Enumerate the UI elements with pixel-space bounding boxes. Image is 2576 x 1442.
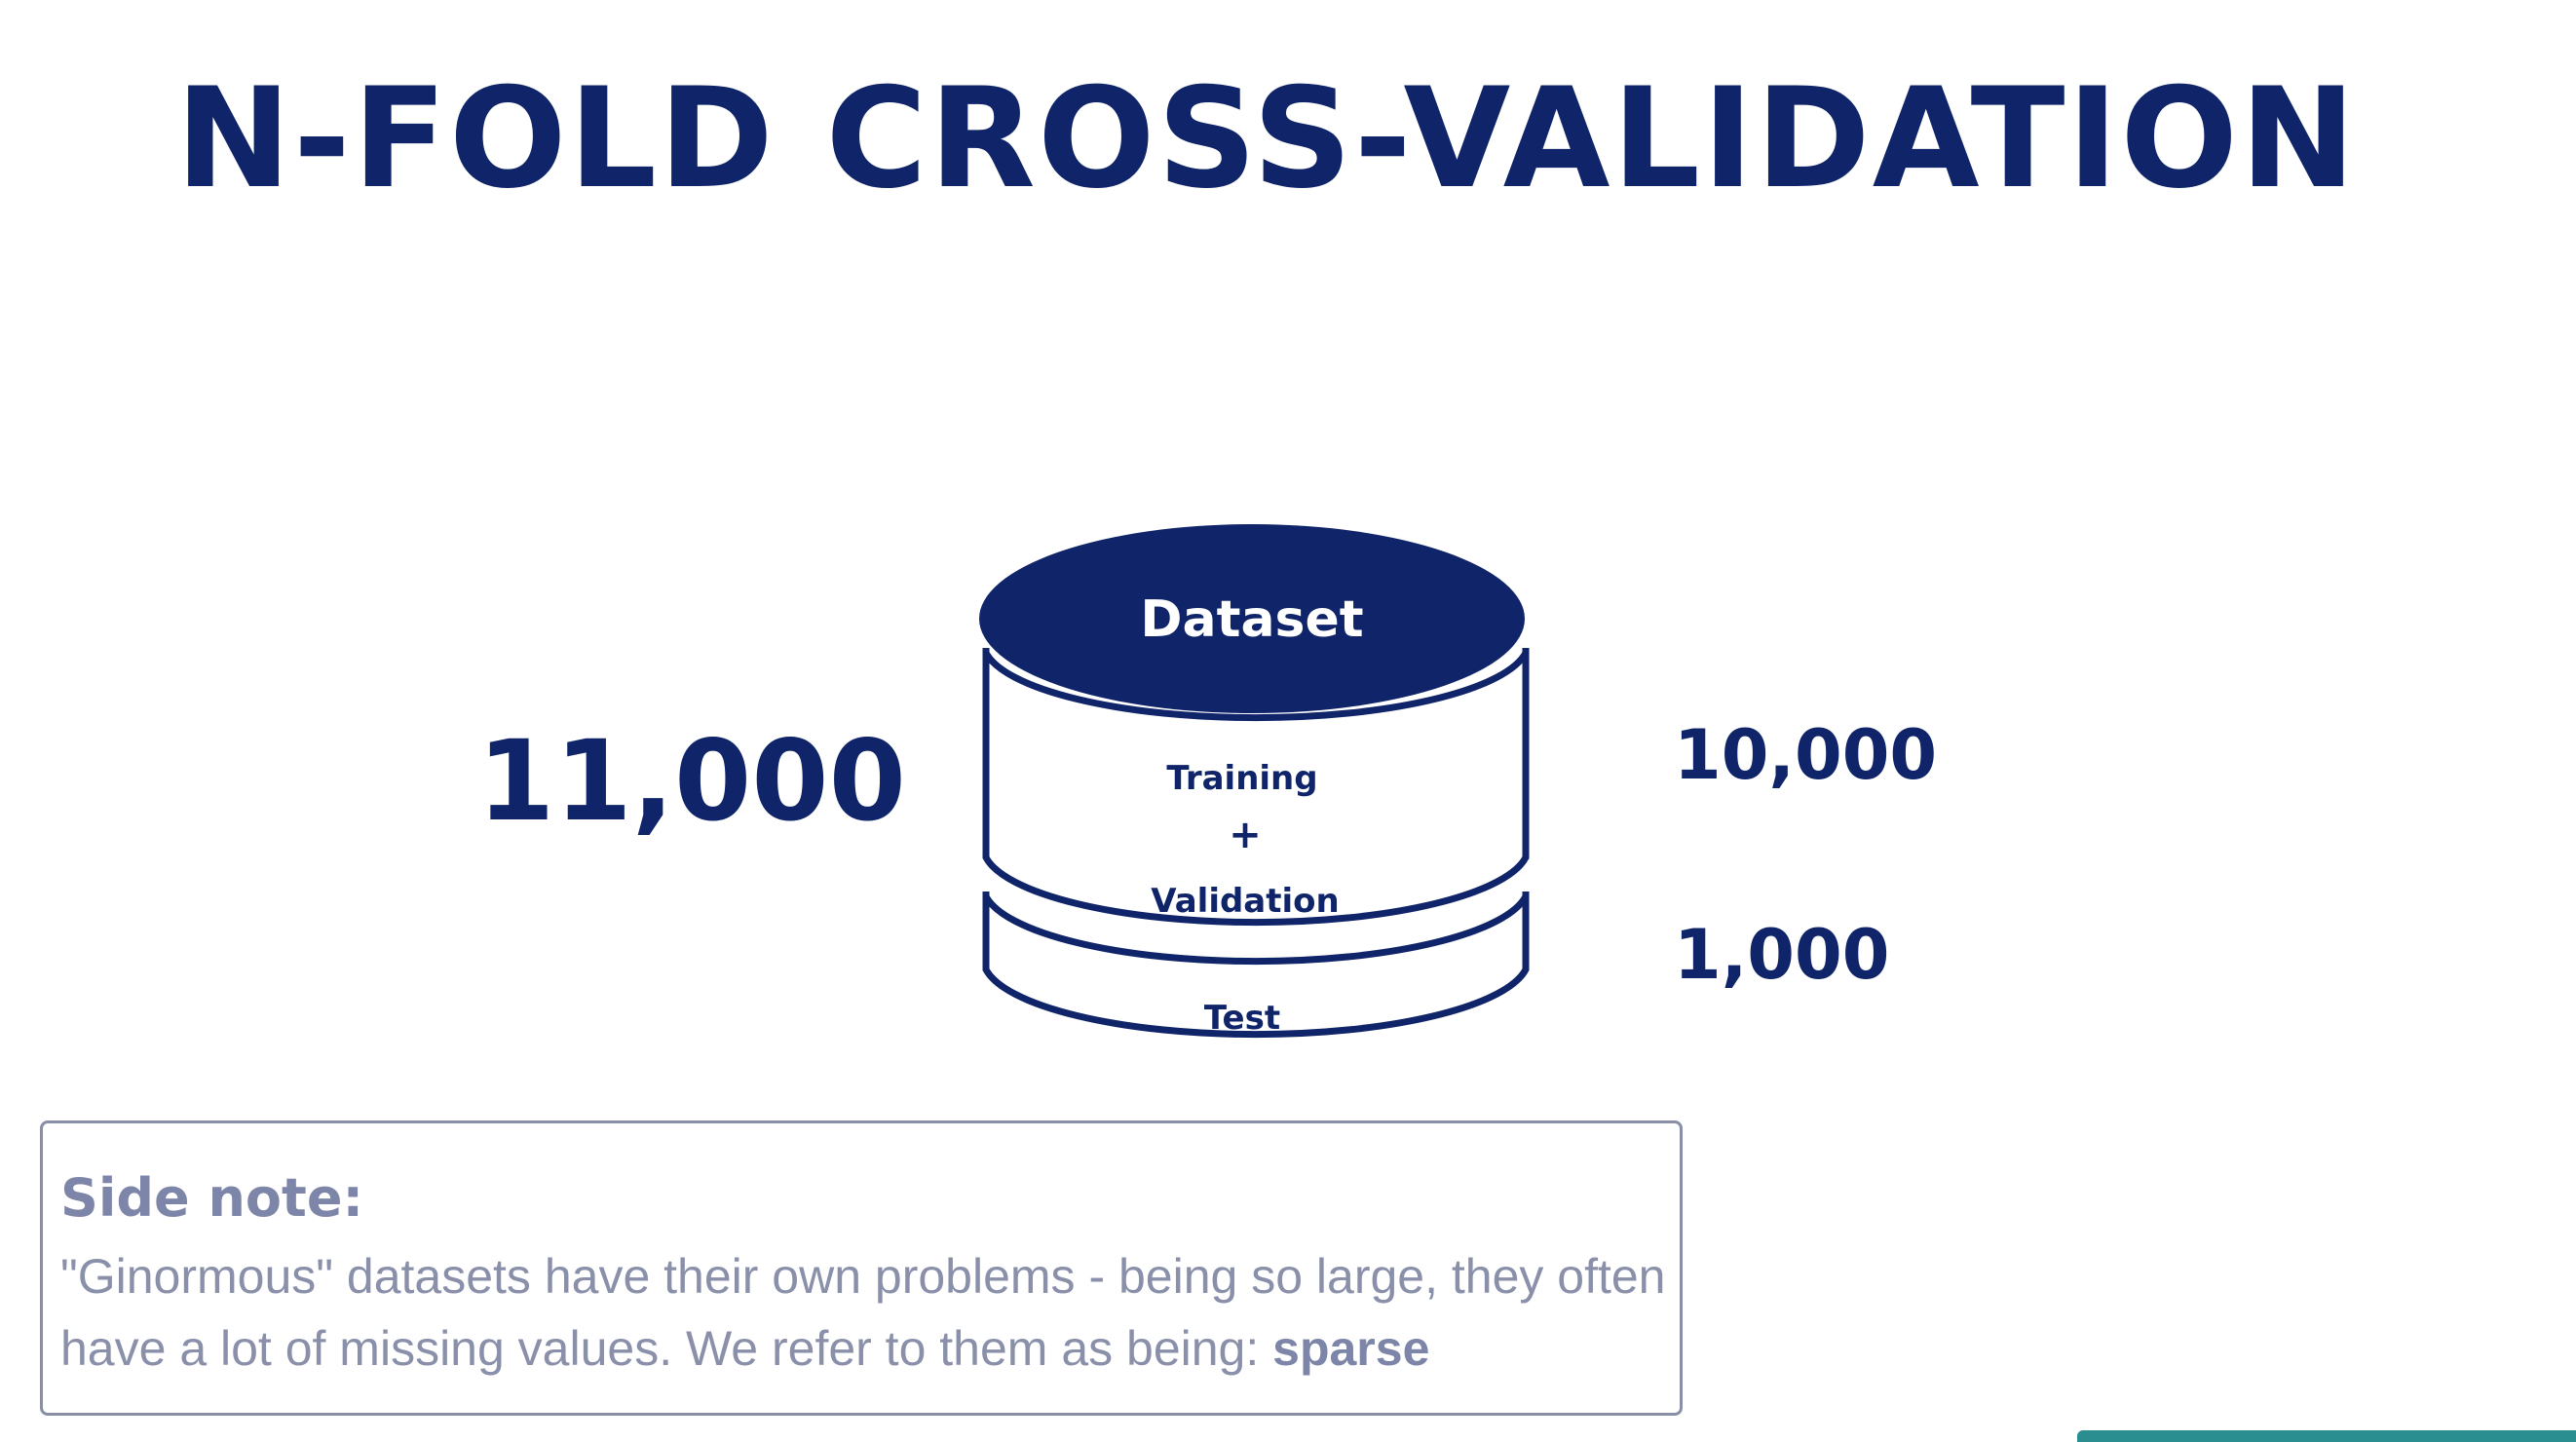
side-note-body: "Ginormous" datasets have their own prob… <box>60 1240 1668 1385</box>
side-note-heading: Side note: <box>60 1167 364 1229</box>
dataset-top <box>979 524 1525 713</box>
side-note-box: Side note: "Ginormous" datasets have the… <box>40 1120 1683 1416</box>
total-count: 11,000 <box>477 716 906 846</box>
side-note-text: "Ginormous" datasets have their own prob… <box>60 1249 1666 1376</box>
training-count: 10,000 <box>1674 715 1938 795</box>
training-label: Training <box>1166 759 1317 798</box>
test-label: Test <box>1204 999 1280 1038</box>
test-segment-top-rim <box>982 894 1530 966</box>
dataset-label: Dataset <box>1140 590 1363 649</box>
test-count: 1,000 <box>1674 915 1890 995</box>
slide-title: N-FOLD CROSS-VALIDATION <box>175 58 2358 219</box>
validation-label: Validation <box>1151 882 1339 921</box>
training-segment-top-rim <box>982 651 1530 722</box>
training-segment <box>982 648 1530 927</box>
progress-bar <box>2077 1430 2576 1442</box>
dataset-cylinder: Dataset Training + Validation Test <box>979 524 1530 1039</box>
side-note-emphasis: sparse <box>1272 1321 1430 1376</box>
plus-label: + <box>1229 813 1262 857</box>
